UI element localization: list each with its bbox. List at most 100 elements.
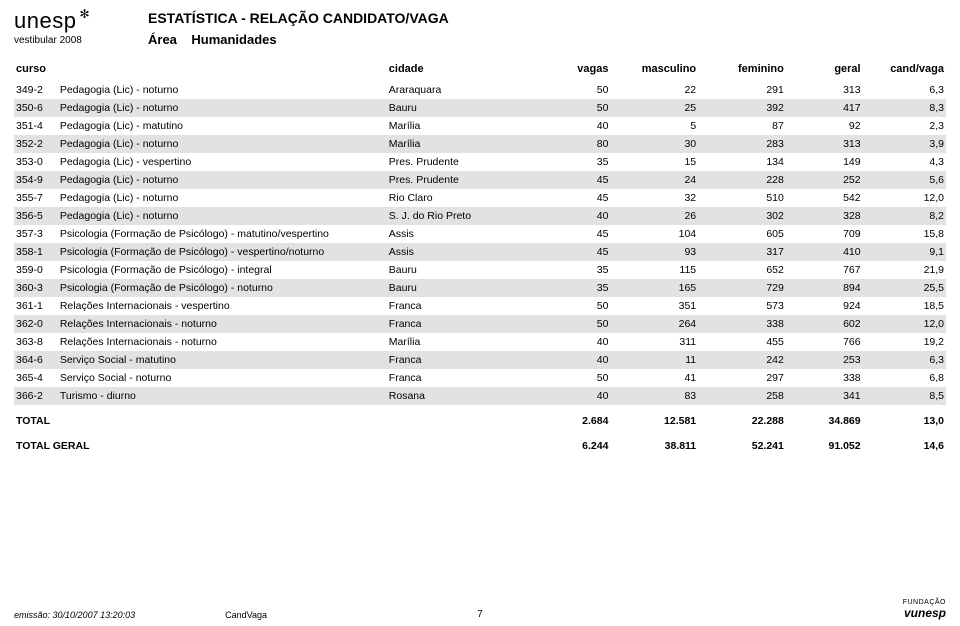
total-row: TOTAL 2.684 12.581 22.288 34.869 13,0: [14, 405, 946, 430]
cell-code: 350-6: [14, 99, 58, 117]
table-row: 358-1Psicologia (Formação de Psicólogo) …: [14, 243, 946, 261]
cell-cv: 5,6: [863, 171, 946, 189]
cell-course: Relações Internacionais - vespertino: [58, 297, 387, 315]
cell-city: Rosana: [387, 387, 541, 405]
cell-city: Bauru: [387, 99, 541, 117]
cell-city: Marília: [387, 117, 541, 135]
table-row: 354-9Pedagogia (Lic) - noturnoPres. Prud…: [14, 171, 946, 189]
total-geral: 34.869: [786, 405, 863, 430]
logo-text: unesp: [14, 8, 76, 34]
cell-vagas: 40: [540, 351, 610, 369]
cell-geral: 709: [786, 225, 863, 243]
cell-geral: 542: [786, 189, 863, 207]
cell-geral: 341: [786, 387, 863, 405]
logo-sub: vestibular 2008: [14, 35, 124, 46]
cell-cv: 15,8: [863, 225, 946, 243]
cell-cv: 6,3: [863, 351, 946, 369]
cell-course: Psicologia (Formação de Psicólogo) - int…: [58, 261, 387, 279]
cell-geral: 328: [786, 207, 863, 225]
title-block: ESTATÍSTICA - RELAÇÃO CANDIDATO/VAGA Áre…: [148, 8, 449, 47]
cell-vagas: 35: [540, 261, 610, 279]
cell-fem: 652: [698, 261, 786, 279]
cell-cv: 8,5: [863, 387, 946, 405]
cell-code: 364-6: [14, 351, 58, 369]
cell-geral: 410: [786, 243, 863, 261]
cell-masc: 115: [610, 261, 698, 279]
cell-vagas: 35: [540, 153, 610, 171]
cell-geral: 253: [786, 351, 863, 369]
table-row: 355-7Pedagogia (Lic) - noturnoRio Claro4…: [14, 189, 946, 207]
page-subtitle: Área Humanidades: [148, 32, 449, 47]
cell-masc: 93: [610, 243, 698, 261]
grand-total-vagas: 6.244: [540, 430, 610, 455]
cell-vagas: 45: [540, 189, 610, 207]
cell-code: 353-0: [14, 153, 58, 171]
cell-city: Assis: [387, 243, 541, 261]
cell-masc: 30: [610, 135, 698, 153]
grand-total-geral: 91.052: [786, 430, 863, 455]
cell-geral: 149: [786, 153, 863, 171]
cell-geral: 602: [786, 315, 863, 333]
cell-geral: 417: [786, 99, 863, 117]
cell-cv: 9,1: [863, 243, 946, 261]
cell-masc: 83: [610, 387, 698, 405]
cell-geral: 313: [786, 81, 863, 99]
cell-vagas: 80: [540, 135, 610, 153]
page-title: ESTATÍSTICA - RELAÇÃO CANDIDATO/VAGA: [148, 10, 449, 26]
cell-vagas: 35: [540, 279, 610, 297]
cell-city: Marília: [387, 135, 541, 153]
cell-cv: 12,0: [863, 315, 946, 333]
table-row: 365-4Serviço Social - noturnoFranca50412…: [14, 369, 946, 387]
cell-city: Franca: [387, 315, 541, 333]
grand-total-label: TOTAL GERAL: [14, 430, 540, 455]
col-vagas: vagas: [540, 59, 610, 81]
table-row: 363-8Relações Internacionais - noturnoMa…: [14, 333, 946, 351]
cell-masc: 24: [610, 171, 698, 189]
cell-city: Marília: [387, 333, 541, 351]
cell-cv: 3,9: [863, 135, 946, 153]
cell-masc: 41: [610, 369, 698, 387]
cell-course: Serviço Social - noturno: [58, 369, 387, 387]
cell-city: Pres. Prudente: [387, 153, 541, 171]
cell-code: 359-0: [14, 261, 58, 279]
cell-cv: 4,3: [863, 153, 946, 171]
table-container: curso cidade vagas masculino feminino ge…: [0, 51, 960, 455]
vunesp-name: vunesp: [903, 606, 946, 620]
table-row: 362-0Relações Internacionais - noturnoFr…: [14, 315, 946, 333]
cell-code: 365-4: [14, 369, 58, 387]
grand-total-masc: 38.811: [610, 430, 698, 455]
cell-code: 362-0: [14, 315, 58, 333]
cell-fem: 573: [698, 297, 786, 315]
cell-city: Pres. Prudente: [387, 171, 541, 189]
cell-masc: 104: [610, 225, 698, 243]
cell-fem: 242: [698, 351, 786, 369]
cell-vagas: 40: [540, 387, 610, 405]
cell-masc: 22: [610, 81, 698, 99]
page-footer: emissão: 30/10/2007 13:20:03 CandVaga 7 …: [14, 599, 946, 620]
cell-fem: 455: [698, 333, 786, 351]
table-row: 352-2Pedagogia (Lic) - noturnoMarília803…: [14, 135, 946, 153]
col-cidade: cidade: [387, 59, 541, 81]
cell-masc: 11: [610, 351, 698, 369]
emissao-value: 30/10/2007 13:20:03: [53, 610, 136, 620]
cell-cv: 21,9: [863, 261, 946, 279]
cell-course: Pedagogia (Lic) - matutino: [58, 117, 387, 135]
cell-fem: 228: [698, 171, 786, 189]
data-table: curso cidade vagas masculino feminino ge…: [14, 59, 946, 455]
cell-masc: 32: [610, 189, 698, 207]
table-body: 349-2Pedagogia (Lic) - noturnoAraraquara…: [14, 81, 946, 405]
cell-masc: 264: [610, 315, 698, 333]
table-row: 349-2Pedagogia (Lic) - noturnoAraraquara…: [14, 81, 946, 99]
cell-code: 356-5: [14, 207, 58, 225]
table-header-row: curso cidade vagas masculino feminino ge…: [14, 59, 946, 81]
cell-vagas: 50: [540, 369, 610, 387]
cell-cv: 18,5: [863, 297, 946, 315]
cell-course: Serviço Social - matutino: [58, 351, 387, 369]
cell-vagas: 40: [540, 117, 610, 135]
subtitle-label: Área: [148, 32, 177, 47]
cell-geral: 766: [786, 333, 863, 351]
cell-vagas: 50: [540, 315, 610, 333]
cell-vagas: 50: [540, 297, 610, 315]
cell-masc: 26: [610, 207, 698, 225]
vunesp-top: FUNDAÇÃO: [903, 599, 946, 606]
